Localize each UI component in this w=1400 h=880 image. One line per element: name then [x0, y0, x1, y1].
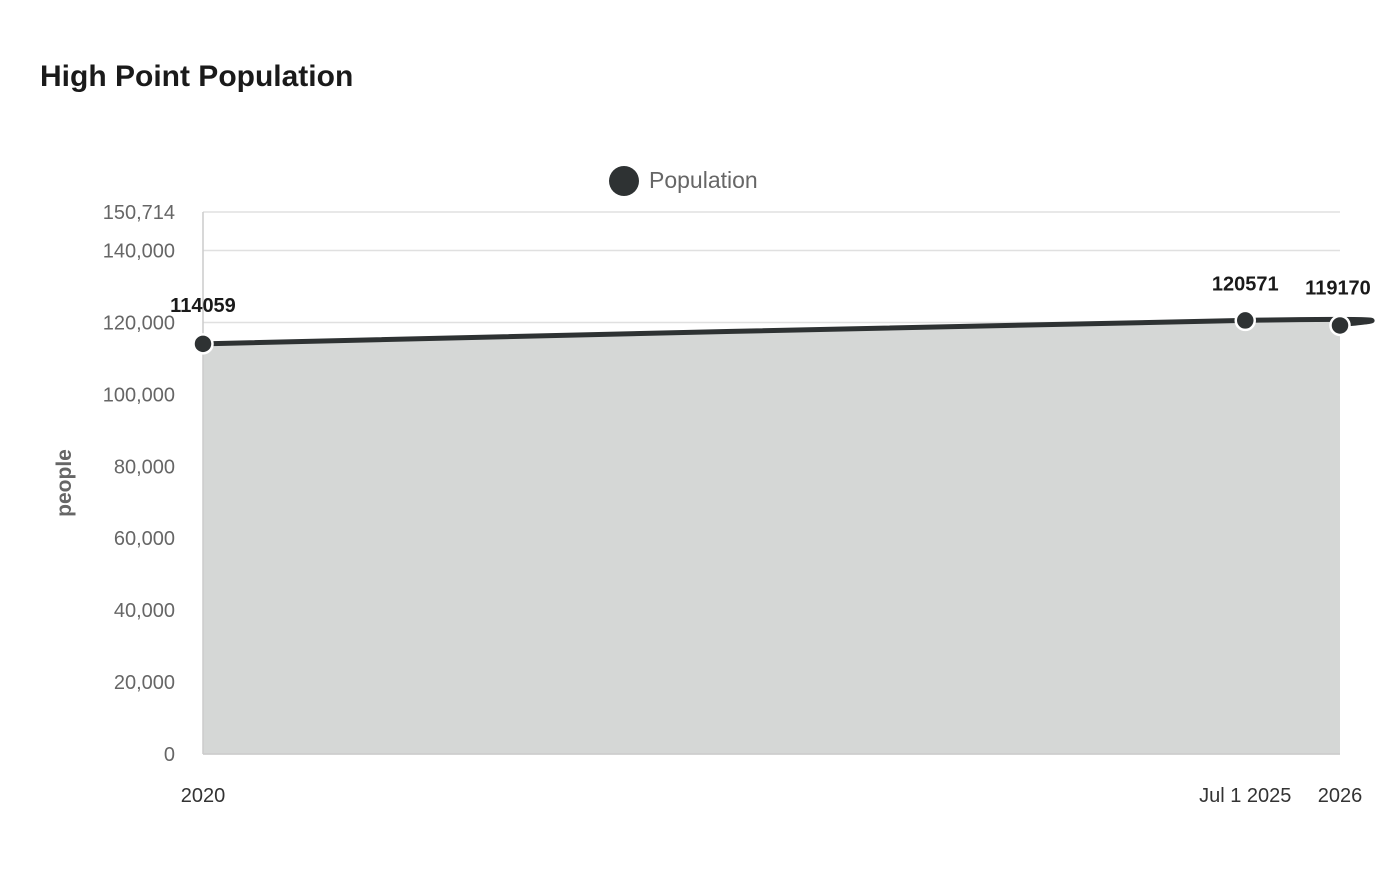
- x-tick-label: Jul 1 2025: [1199, 785, 1291, 807]
- y-tick-label: 120,000: [103, 312, 175, 334]
- data-point[interactable]: [1329, 314, 1351, 337]
- chart-title: High Point Population: [40, 60, 354, 93]
- data-point[interactable]: [192, 333, 214, 355]
- y-tick-label: 80,000: [114, 456, 175, 478]
- y-tick-label: 40,000: [114, 600, 175, 622]
- line-layer: [200, 316, 1375, 347]
- area-layer: [203, 319, 1373, 754]
- y-tick-label: 140,000: [103, 241, 175, 263]
- x-tick-label: 2020: [181, 785, 226, 807]
- y-tick-label: 100,000: [103, 384, 175, 406]
- y-tick-label: 0: [164, 744, 175, 766]
- legend-marker-population[interactable]: [609, 166, 639, 196]
- area-fill-population: [203, 319, 1373, 754]
- legend-label-population[interactable]: Population: [649, 167, 758, 193]
- y-tick-label: 150,714: [103, 202, 175, 224]
- label-layer: 114059 120571 119170: [170, 273, 1371, 316]
- series-line-population: [200, 316, 1375, 347]
- legend[interactable]: Population: [609, 166, 758, 196]
- y-tick-label: 60,000: [114, 528, 175, 550]
- axis-layer: 020,00040,00060,00080,000100,000120,0001…: [103, 202, 1363, 807]
- data-label: 114059: [170, 295, 236, 317]
- x-tick-label: 2026: [1318, 785, 1363, 807]
- y-axis-title: people: [53, 449, 76, 517]
- data-label: 119170: [1305, 277, 1371, 299]
- data-label: 120571: [1212, 273, 1279, 295]
- point-layer: [192, 309, 1351, 355]
- data-point[interactable]: [1234, 309, 1256, 332]
- y-tick-label: 20,000: [114, 672, 175, 694]
